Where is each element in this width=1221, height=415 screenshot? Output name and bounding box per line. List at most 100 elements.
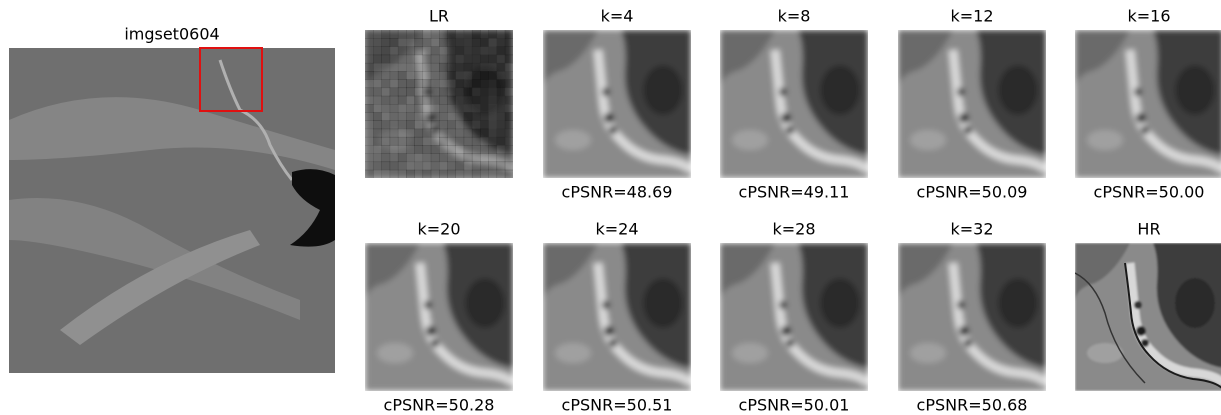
pixel (497, 38, 506, 47)
pixel (365, 129, 374, 138)
image-content (543, 243, 691, 391)
pixel (431, 104, 440, 113)
pixel (431, 88, 440, 97)
pixel (398, 137, 407, 146)
pixel (423, 96, 432, 105)
panel-image (543, 243, 691, 391)
pixel (464, 129, 473, 138)
pixel (447, 137, 456, 146)
pixel (439, 153, 448, 162)
pixel (390, 38, 399, 47)
panel-title: LR (429, 7, 449, 26)
pixel (472, 55, 481, 64)
pixel (497, 79, 506, 88)
pixel (472, 129, 481, 138)
pixel (390, 170, 399, 179)
pixel (505, 55, 514, 64)
pixel (423, 30, 432, 39)
pixel (373, 63, 382, 72)
pixel (373, 145, 382, 154)
pixel (431, 153, 440, 162)
pixel (406, 120, 415, 129)
pixel (497, 129, 506, 138)
pixel (505, 104, 514, 113)
pixel (373, 129, 382, 138)
pixel (406, 104, 415, 113)
pixel (381, 71, 390, 80)
pixel (398, 96, 407, 105)
pixel (431, 79, 440, 88)
pixel (381, 112, 390, 121)
pixel (423, 71, 432, 80)
pixel (472, 38, 481, 47)
pixel (455, 153, 464, 162)
pixel (505, 88, 514, 97)
pixel (431, 112, 440, 121)
pixel (373, 170, 382, 179)
pixel (455, 129, 464, 138)
pixel (447, 79, 456, 88)
pixel (488, 162, 497, 171)
panel-image (720, 30, 868, 178)
pixel (480, 120, 489, 129)
pixel (406, 46, 415, 55)
pixel (488, 46, 497, 55)
pixel (431, 96, 440, 105)
pixel (381, 96, 390, 105)
pixel (406, 137, 415, 146)
pixel (365, 30, 374, 39)
pixel (373, 120, 382, 129)
pixel (365, 63, 374, 72)
pixel (439, 162, 448, 171)
pixel (447, 104, 456, 113)
pixel (439, 137, 448, 146)
pixel (480, 112, 489, 121)
pixel (472, 112, 481, 121)
pixel (455, 137, 464, 146)
pixel (423, 104, 432, 113)
pixel (505, 63, 514, 72)
pixel (480, 96, 489, 105)
panel-image (898, 30, 1046, 178)
pixel (455, 120, 464, 129)
pixel (472, 63, 481, 72)
pixel (497, 88, 506, 97)
pixel (414, 120, 423, 129)
pixel (365, 153, 374, 162)
pixel (414, 104, 423, 113)
pixel (472, 79, 481, 88)
pixel (497, 137, 506, 146)
pixel (488, 104, 497, 113)
pixel (480, 145, 489, 154)
pixel (455, 46, 464, 55)
pixel (390, 162, 399, 171)
image-content (720, 243, 868, 391)
pixel (423, 120, 432, 129)
panel-title: HR (1137, 220, 1160, 239)
pixel (390, 63, 399, 72)
pixel (431, 170, 440, 179)
pixel (455, 55, 464, 64)
pixel (447, 55, 456, 64)
panel-caption: cPSNR=50.28 (384, 396, 495, 415)
pixel (381, 55, 390, 64)
pixel (439, 79, 448, 88)
pixel (455, 63, 464, 72)
image-content (898, 30, 1046, 178)
pixel (464, 88, 473, 97)
pixel (423, 145, 432, 154)
pixel (480, 71, 489, 80)
pixel (472, 137, 481, 146)
image-content (365, 243, 513, 391)
pixel (439, 170, 448, 179)
pixel (373, 71, 382, 80)
pixel (398, 153, 407, 162)
pixel (439, 129, 448, 138)
pixel (488, 55, 497, 64)
pixel (373, 112, 382, 121)
panel-caption: cPSNR=49.11 (739, 183, 850, 202)
image-content (720, 30, 868, 178)
pixel (365, 79, 374, 88)
pixel (488, 129, 497, 138)
pixel (472, 162, 481, 171)
